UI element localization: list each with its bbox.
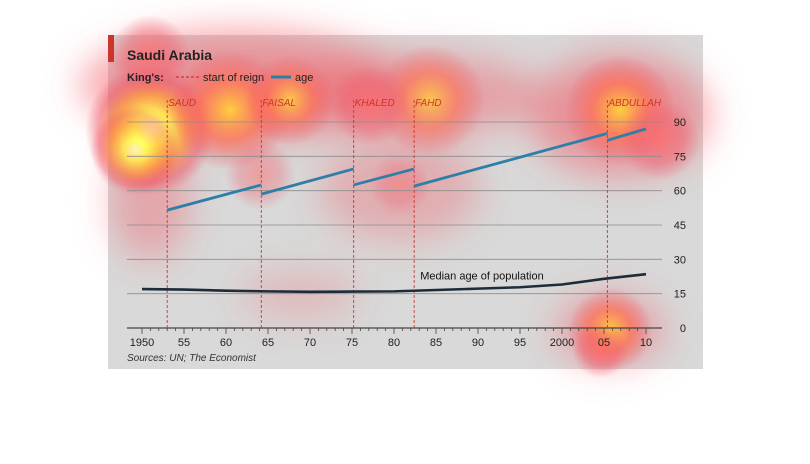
y-tick-label: 15 xyxy=(674,289,686,301)
x-tick-label: 10 xyxy=(640,337,652,349)
reign-name-label: KHALED xyxy=(355,98,395,109)
y-tick-label: 60 xyxy=(674,186,686,198)
legend-label: King's: xyxy=(127,72,164,84)
king-age-line xyxy=(413,132,608,188)
x-tick-label: 1950 xyxy=(130,337,154,349)
x-tick-label: 2000 xyxy=(550,337,574,349)
king-age-line xyxy=(166,183,262,212)
x-tick-label: 85 xyxy=(430,337,442,349)
x-axis: 1950 55 60 65 70 75 80 85 90 95 2000 05 10 xyxy=(130,328,652,349)
legend-item-age: age xyxy=(295,72,313,84)
x-tick-label: 95 xyxy=(514,337,526,349)
reign-name-label: FAISAL xyxy=(262,98,296,109)
king-age-lines xyxy=(166,127,647,212)
source-note: Sources: UN; The Economist xyxy=(127,353,257,364)
king-age-line xyxy=(353,167,415,187)
legend-item-start-of-reign: start of reign xyxy=(203,72,264,84)
y-axis: 0 15 30 45 60 75 90 xyxy=(674,117,686,335)
y-tick-label: 90 xyxy=(674,117,686,129)
x-tick-label: 05 xyxy=(598,337,610,349)
median-age-series xyxy=(141,272,647,294)
king-age-line xyxy=(606,127,647,142)
chart-title: Saudi Arabia xyxy=(127,47,212,63)
heatmap-overlay xyxy=(80,15,710,378)
x-tick-label: 65 xyxy=(262,337,274,349)
x-tick-label: 60 xyxy=(220,337,232,349)
x-tick-label: 80 xyxy=(388,337,400,349)
y-tick-label: 75 xyxy=(674,151,686,163)
y-tick-label: 30 xyxy=(674,254,686,266)
y-tick-label: 45 xyxy=(674,220,686,232)
x-tick-label: 70 xyxy=(304,337,316,349)
y-tick-label: 0 xyxy=(680,323,686,335)
king-age-line xyxy=(260,167,355,196)
gridlines xyxy=(127,121,662,329)
title-accent-bar xyxy=(108,35,114,62)
x-tick-label: 75 xyxy=(346,337,358,349)
reign-name-label: ABDULLAH xyxy=(607,98,662,109)
median-age-annotation: Median age of population xyxy=(420,271,544,283)
x-tick-label: 90 xyxy=(472,337,484,349)
median-age-line xyxy=(141,272,647,294)
reign-name-label: SAUD xyxy=(168,98,196,109)
x-tick-label: 55 xyxy=(178,337,190,349)
reign-name-label: FAHD xyxy=(415,98,441,109)
